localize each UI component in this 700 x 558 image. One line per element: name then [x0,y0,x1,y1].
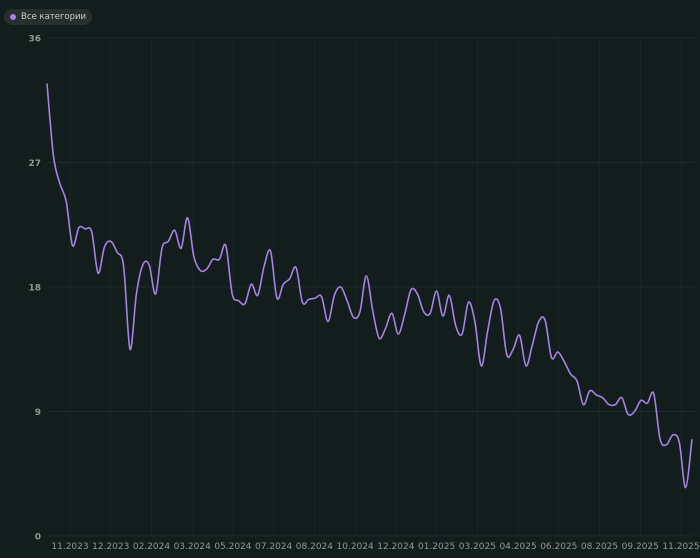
x-tick-label: 12.2024 [377,542,414,552]
x-tick-label: 09.2025 [622,542,659,552]
y-tick-label: 0 [35,533,41,543]
y-tick-label: 9 [35,408,41,418]
series-layer [46,83,693,489]
x-tick-label: 11.2023 [51,542,88,552]
grid [48,37,694,537]
x-axis-ticks: 11.2023 12.2023 02.2024 03.2024 05.2024 07.20… [51,542,699,552]
y-axis-ticks: 0 9 18 27 36 [28,35,41,543]
y-tick-label: 18 [28,284,41,294]
x-tick-label: 08.2025 [581,542,618,552]
legend-label: Все категории [21,12,87,22]
x-tick-label: 05.2024 [214,542,251,552]
y-tick-label: 27 [28,159,41,169]
x-tick-label: 02.2024 [133,542,170,552]
x-tick-label: 12.2023 [92,542,129,552]
x-tick-label: 07.2024 [255,542,292,552]
y-tick-label: 36 [28,35,41,45]
x-tick-label: 03.2024 [174,542,211,552]
x-tick-label: 03.2025 [459,542,496,552]
x-tick-label: 04.2025 [499,542,536,552]
x-tick-label: 06.2025 [540,542,577,552]
legend-item-all-categories[interactable]: Все категории [4,9,93,25]
x-tick-label: 01.2025 [418,542,455,552]
x-tick-label: 08.2024 [296,542,333,552]
series-line-all-categories[interactable] [46,83,693,489]
x-tick-label: 11.2025 [662,542,699,552]
x-tick-label: 10.2024 [337,542,374,552]
legend-color-dot [10,14,16,20]
